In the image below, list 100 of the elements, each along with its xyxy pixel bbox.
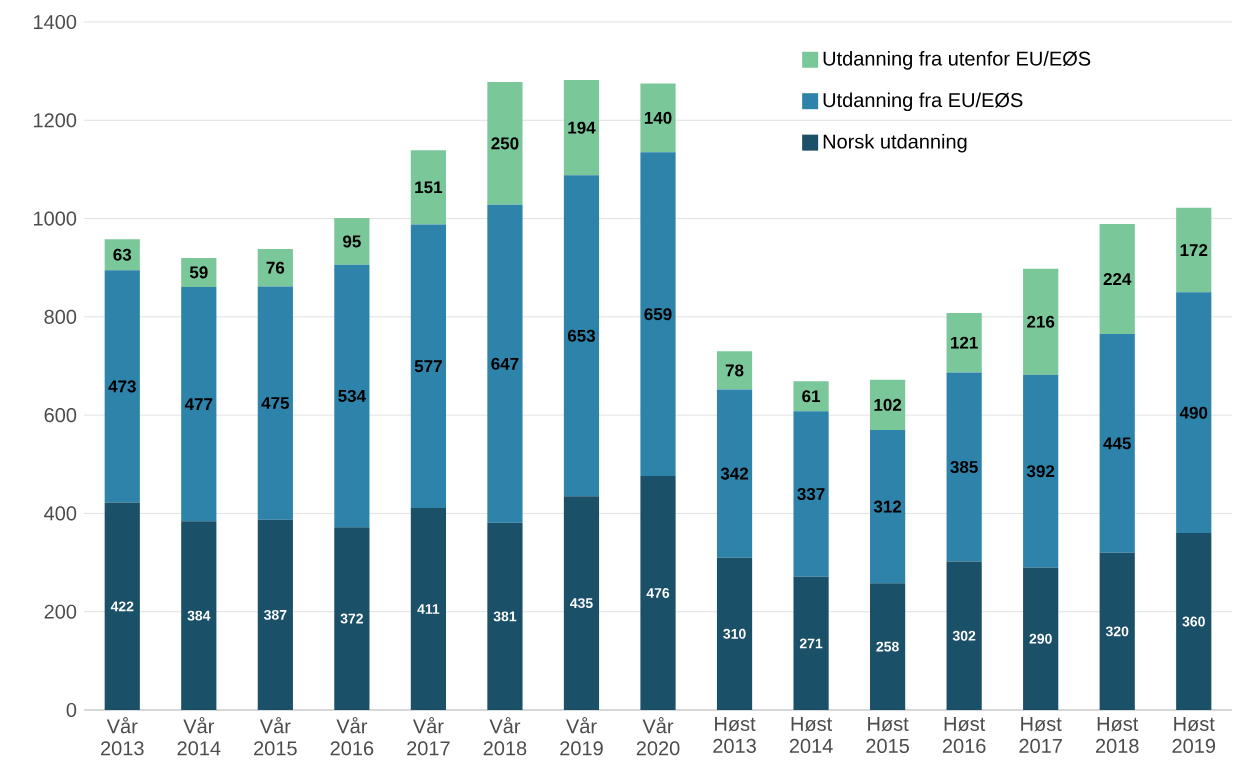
data-label: 250 — [491, 137, 519, 150]
data-label: 95 — [343, 235, 361, 248]
bar — [487, 81, 523, 205]
data-label: 411 — [417, 604, 440, 614]
x-tick-label: Vår 2015 — [254, 717, 297, 756]
data-label: 372 — [340, 613, 363, 624]
bar — [870, 429, 906, 584]
bar — [1099, 223, 1135, 335]
bar — [410, 150, 447, 225]
bar — [334, 527, 370, 710]
bar — [563, 496, 600, 710]
x-tick-label: Vår 2014 — [177, 717, 221, 756]
bar — [257, 286, 293, 520]
bar — [410, 224, 447, 509]
legend-label: Norsk utdanning — [823, 133, 967, 153]
data-label: 76 — [266, 261, 285, 274]
bar — [870, 583, 906, 710]
y-tick-label: 800 — [44, 309, 77, 324]
data-label: 302 — [952, 630, 976, 641]
y-tick-label: 1000 — [34, 211, 77, 226]
data-label: 659 — [644, 308, 672, 321]
bar — [104, 502, 140, 710]
x-tick-label: Vår 2013 — [101, 717, 144, 756]
legend-label: Utdanning fra utenfor EU/EØS — [823, 50, 1091, 70]
data-label: 385 — [950, 460, 978, 474]
bar — [257, 249, 293, 287]
data-label: 445 — [1103, 437, 1131, 450]
x-tick-label: Høst 2019 — [1172, 717, 1216, 753]
data-label: 78 — [725, 364, 744, 377]
bar — [1099, 334, 1135, 553]
data-label: 121 — [951, 336, 978, 349]
data-label: 224 — [1103, 273, 1132, 285]
bar — [410, 508, 447, 710]
bar — [563, 79, 600, 176]
bar — [181, 286, 217, 522]
data-label: 475 — [261, 397, 290, 410]
data-label: 342 — [720, 467, 749, 480]
data-label: 490 — [1179, 406, 1208, 419]
bar — [563, 175, 600, 497]
data-label: 653 — [567, 329, 596, 342]
data-label: 477 — [184, 398, 213, 410]
data-label: 216 — [1027, 315, 1055, 328]
data-label: 172 — [1180, 244, 1208, 256]
data-label: 435 — [570, 598, 593, 609]
data-label: 312 — [873, 500, 902, 513]
bar — [716, 389, 753, 558]
bar — [1023, 567, 1059, 710]
data-label: 384 — [187, 610, 211, 621]
data-label: 258 — [876, 641, 899, 652]
bar — [793, 576, 829, 710]
x-tick-label: Høst 2014 — [789, 717, 833, 753]
bar — [946, 372, 982, 562]
x-tick-label: Vår 2017 — [407, 717, 450, 756]
bar — [1176, 533, 1212, 710]
x-tick-label: Vår 2016 — [330, 717, 374, 756]
y-tick-label: 400 — [44, 506, 77, 521]
data-label: 381 — [493, 611, 517, 622]
data-label: 310 — [723, 628, 746, 639]
y-tick-label: 1400 — [34, 14, 77, 30]
bar — [716, 557, 753, 710]
data-label: 102 — [874, 398, 902, 411]
data-label: 320 — [1105, 626, 1129, 637]
y-tick-label: 600 — [44, 408, 77, 423]
bar — [487, 204, 523, 523]
bar — [1176, 292, 1212, 534]
x-tick-label: Høst 2015 — [866, 717, 909, 753]
y-tick-label: 0 — [66, 702, 77, 718]
data-label: 140 — [644, 111, 672, 124]
x-tick-label: Høst 2016 — [942, 717, 986, 753]
data-label: 534 — [338, 389, 366, 402]
x-tick-label: Høst 2013 — [713, 717, 756, 753]
data-label: 387 — [263, 609, 287, 620]
bar — [640, 152, 676, 477]
bar — [257, 519, 293, 710]
bar — [1176, 207, 1212, 293]
x-tick-label: Høst 2017 — [1019, 717, 1062, 753]
bar — [946, 561, 982, 710]
bar — [640, 83, 676, 153]
bar — [1023, 268, 1059, 375]
data-label: 290 — [1029, 633, 1052, 644]
bar — [793, 411, 829, 577]
data-label: 422 — [110, 601, 134, 612]
data-label: 577 — [414, 360, 442, 373]
data-label: 63 — [113, 248, 132, 261]
bar — [1099, 552, 1135, 710]
bar — [716, 351, 753, 390]
x-tick-label: Vår 2019 — [560, 717, 603, 756]
data-label: 473 — [108, 380, 136, 393]
data-label: 61 — [802, 390, 821, 403]
data-label: 194 — [568, 121, 596, 134]
x-tick-label: Vår 2018 — [483, 717, 527, 756]
data-label: 360 — [1182, 616, 1205, 627]
bar — [1023, 374, 1059, 568]
data-label: 392 — [1026, 465, 1055, 478]
data-label: 271 — [799, 638, 823, 649]
bar — [334, 218, 370, 265]
legend-label: Utdanning fra EU/EØS — [823, 92, 1023, 112]
y-tick-label: 200 — [44, 604, 77, 619]
x-tick-label: Høst 2018 — [1095, 717, 1139, 753]
bar — [487, 522, 523, 710]
